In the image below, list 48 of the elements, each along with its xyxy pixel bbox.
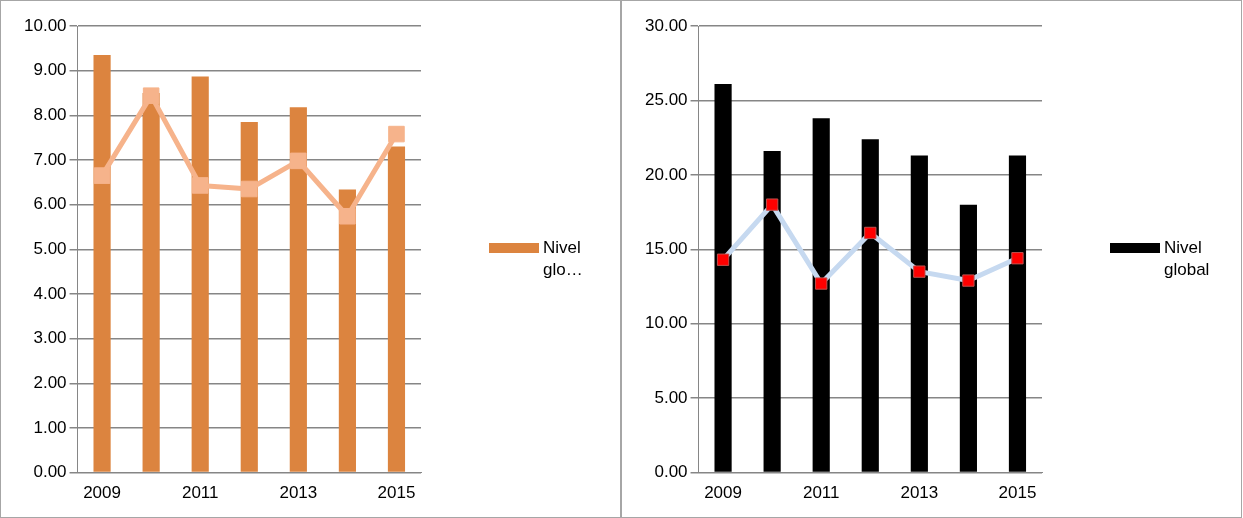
y-tick-label: 5.00 bbox=[33, 238, 67, 258]
bar bbox=[959, 204, 977, 472]
x-tick-label: 2015 bbox=[998, 483, 1037, 503]
bar bbox=[910, 155, 928, 472]
y-tick-label: 30.00 bbox=[644, 15, 688, 35]
y-tick-label: 7.00 bbox=[33, 149, 67, 169]
point bbox=[142, 87, 160, 104]
y-tick-label: 0.00 bbox=[654, 462, 688, 482]
y-tick-label: 20.00 bbox=[644, 164, 688, 184]
point bbox=[191, 177, 209, 194]
x-tick-label: 2015 bbox=[377, 483, 416, 503]
point bbox=[339, 207, 356, 225]
x-tick-label: 2011 bbox=[181, 483, 219, 503]
x-tick-label: 2013 bbox=[900, 483, 939, 503]
y-tick-label: 2.00 bbox=[33, 372, 67, 392]
bar bbox=[289, 107, 307, 472]
bar bbox=[763, 151, 781, 472]
bar bbox=[861, 139, 879, 472]
legend-label: Nivel global bbox=[1164, 237, 1211, 281]
y-tick-label: 9.00 bbox=[33, 60, 67, 80]
point bbox=[388, 125, 405, 143]
x-tick-label: 2011 bbox=[802, 483, 840, 503]
bar bbox=[1008, 155, 1027, 472]
y-tick-label: 6.00 bbox=[33, 194, 67, 214]
bar bbox=[338, 189, 356, 472]
y-tick-label: 10.00 bbox=[644, 313, 688, 333]
y-tick-label: 3.00 bbox=[33, 328, 67, 348]
point bbox=[93, 167, 111, 184]
y-tick-label: 1.00 bbox=[33, 417, 67, 437]
y-tick-label: 4.00 bbox=[33, 283, 67, 303]
bar bbox=[191, 76, 209, 472]
legend-label: Nivel glo… bbox=[543, 237, 584, 281]
bar bbox=[714, 84, 732, 472]
bar bbox=[240, 122, 258, 472]
bar bbox=[387, 146, 406, 472]
point bbox=[290, 152, 307, 170]
x-tick-label: 2009 bbox=[83, 483, 121, 503]
y-tick-label: 10.00 bbox=[23, 15, 67, 35]
y-tick-label: 15.00 bbox=[644, 238, 688, 258]
bar bbox=[93, 55, 111, 472]
y-tick-label: 25.00 bbox=[644, 90, 688, 110]
y-tick-label: 5.00 bbox=[654, 387, 688, 407]
bar bbox=[812, 118, 830, 472]
x-tick-label: 2009 bbox=[704, 483, 742, 503]
y-tick-label: 8.00 bbox=[33, 105, 67, 125]
point bbox=[240, 180, 258, 198]
y-tick-label: 0.00 bbox=[33, 462, 67, 482]
x-tick-label: 2013 bbox=[279, 483, 318, 503]
